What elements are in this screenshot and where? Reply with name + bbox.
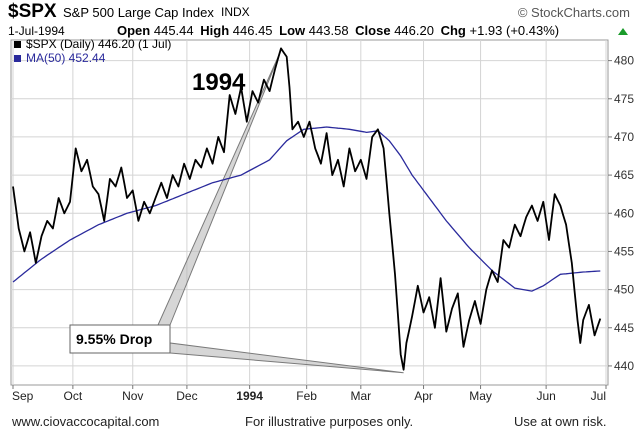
footer-disclaimer: For illustrative purposes only. <box>245 414 414 429</box>
low-label: Low <box>279 23 306 38</box>
x-tick-label: Dec <box>176 389 197 403</box>
open-label: Open <box>117 23 151 38</box>
x-tick-label: Jul <box>591 389 606 403</box>
high-label: High <box>200 23 230 38</box>
legend-label: $SPX (Daily) 446.20 (1 Jul) <box>26 37 171 51</box>
quote-date: 1-Jul-1994 <box>8 24 65 38</box>
y-tick-label: 460 <box>614 206 634 220</box>
x-tick-label: Jun <box>536 389 555 403</box>
x-tick-label: Nov <box>122 389 143 403</box>
annotations: 1994 9.55% Drop <box>69 69 246 354</box>
chg-label: Chg <box>440 23 466 38</box>
low-value: 443.58 <box>308 23 349 38</box>
footer-website: www.ciovaccocapital.com <box>12 414 160 429</box>
close-label: Close <box>355 23 391 38</box>
x-tick-label: May <box>469 389 492 403</box>
chart-header: $SPX S&P 500 Large Cap Index INDX © Stoc… <box>0 0 640 40</box>
x-tick-label: Mar <box>350 389 371 403</box>
legend-swatch <box>14 41 21 48</box>
up-triangle-icon <box>618 28 628 35</box>
y-tick-label: 475 <box>614 92 634 106</box>
x-tick-label: 1994 <box>236 389 263 403</box>
legend: $SPX (Daily) 446.20 (1 Jul)MA(50) 452.44 <box>14 37 171 65</box>
exchange-label: INDX <box>221 5 250 19</box>
y-tick-label: 450 <box>614 283 634 297</box>
close-value: 446.20 <box>394 23 434 38</box>
drop-annotation: 9.55% Drop <box>76 331 152 347</box>
axis-labels: 440 445 450 455 460 465 470 475 480 Sep Oct Nov Dec 1… <box>12 54 634 403</box>
y-tick-label: 455 <box>614 244 634 258</box>
open-value: 445.44 <box>153 23 194 38</box>
y-tick-label: 440 <box>614 359 634 373</box>
x-tick-label: Feb <box>296 389 317 403</box>
y-tick-label: 465 <box>614 168 634 182</box>
brand-watermark: © StockCharts.com <box>517 5 630 20</box>
price-line <box>12 47 602 371</box>
ohlc-readout: Open 445.44 High 446.45 Low 443.58 Close… <box>117 23 562 38</box>
callout-box <box>69 324 171 354</box>
y-tick-label: 480 <box>614 54 634 68</box>
legend-label: MA(50) 452.44 <box>26 51 106 65</box>
symbol: $SPX <box>8 1 57 22</box>
y-tick-label: 470 <box>614 130 634 144</box>
x-tick-label: Apr <box>414 389 433 403</box>
legend-swatch <box>14 55 21 62</box>
footer-risk: Use at own risk. <box>514 414 607 429</box>
x-tick-label: Sep <box>12 389 34 403</box>
y-tick-label: 445 <box>614 321 634 335</box>
high-value: 446.45 <box>232 23 273 38</box>
x-tick-label: Oct <box>64 389 83 403</box>
year-annotation: 1994 <box>192 69 246 96</box>
index-name: S&P 500 Large Cap Index <box>63 5 214 20</box>
chg-value: +1.93 (+0.43%) <box>469 23 560 38</box>
